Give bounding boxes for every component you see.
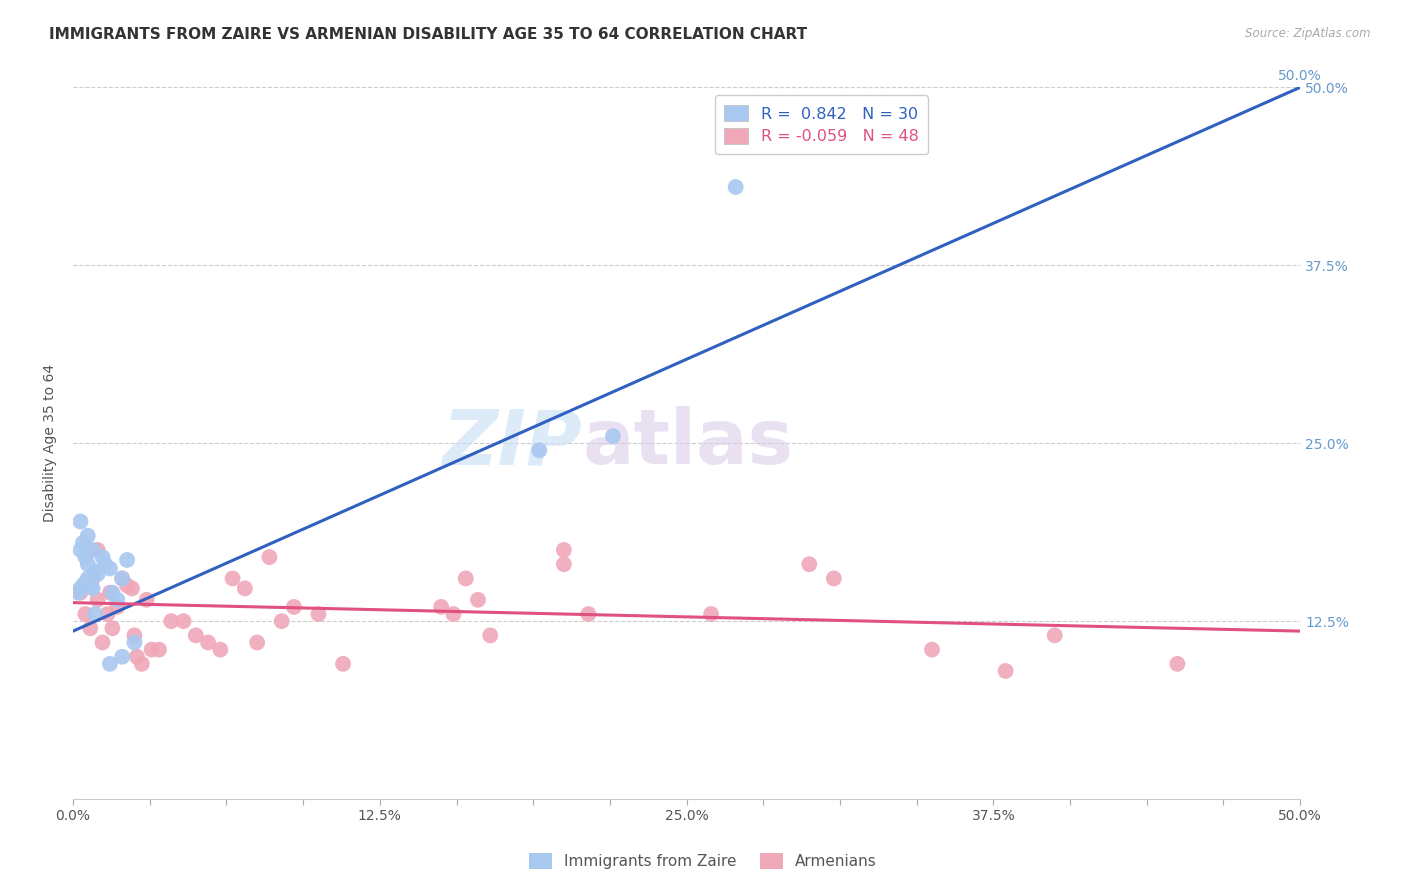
Point (602, 429, 624, 443)
Point (75, 607, 97, 621)
Point (197, 635, 219, 649)
Point (148, 642, 170, 657)
Point (259, 550, 281, 565)
Point (111, 649, 134, 664)
Point (124, 628, 146, 642)
Point (799, 558, 821, 572)
Point (283, 599, 305, 614)
Point (553, 558, 575, 572)
Point (69, 585, 91, 599)
Point (270, 614, 292, 628)
Point (82, 571, 104, 585)
Point (86, 592, 108, 607)
Point (86, 543, 108, 558)
Point (246, 635, 269, 649)
Point (173, 614, 195, 628)
Point (86, 567, 108, 582)
Point (82, 543, 104, 558)
Point (454, 571, 477, 585)
Point (98, 657, 121, 671)
Legend: Immigrants from Zaire, Armenians: Immigrants from Zaire, Armenians (523, 847, 883, 875)
Point (75, 550, 97, 565)
Point (221, 571, 243, 585)
Legend: R =  0.842   N = 30, R = -0.059   N = 48: R = 0.842 N = 30, R = -0.059 N = 48 (714, 95, 928, 154)
Point (105, 599, 128, 614)
Point (76, 558, 98, 572)
Point (209, 642, 232, 657)
Point (91, 635, 114, 649)
Point (135, 592, 157, 607)
Point (105, 592, 128, 607)
Point (69, 515, 91, 529)
Point (69, 543, 91, 558)
Point (724, 180, 747, 194)
Point (125, 649, 148, 664)
Point (308, 607, 330, 621)
Point (72, 536, 94, 550)
Point (700, 607, 723, 621)
Point (115, 553, 138, 567)
Point (111, 571, 134, 585)
Text: Source: ZipAtlas.com: Source: ZipAtlas.com (1246, 27, 1371, 40)
Point (553, 543, 575, 558)
Point (98, 585, 121, 599)
Point (467, 592, 489, 607)
Point (66, 585, 89, 599)
Point (184, 628, 207, 642)
Point (94, 558, 117, 572)
Point (994, 664, 1017, 678)
Point (921, 642, 943, 657)
Point (443, 607, 465, 621)
Point (79, 621, 101, 635)
Point (101, 585, 124, 599)
Point (332, 657, 354, 671)
Point (115, 578, 138, 592)
Point (101, 621, 124, 635)
Point (91, 550, 114, 565)
Point (479, 628, 502, 642)
Point (1043, 628, 1066, 642)
Point (76, 571, 98, 585)
Point (124, 635, 146, 649)
Text: ZIP: ZIP (443, 406, 582, 480)
Point (121, 582, 143, 596)
Point (96, 607, 118, 621)
Point (111, 571, 134, 585)
Point (79, 578, 101, 592)
Point (82, 582, 104, 596)
Point (529, 443, 551, 458)
Point (75, 575, 97, 590)
Point (84, 607, 107, 621)
Point (160, 614, 183, 628)
Y-axis label: Disability Age 35 to 64: Disability Age 35 to 64 (44, 364, 58, 523)
Text: IMMIGRANTS FROM ZAIRE VS ARMENIAN DISABILITY AGE 35 TO 64 CORRELATION CHART: IMMIGRANTS FROM ZAIRE VS ARMENIAN DISABI… (49, 27, 807, 42)
Point (1166, 657, 1188, 671)
Point (430, 599, 453, 614)
Point (69, 582, 91, 596)
Point (72, 578, 94, 592)
Point (131, 657, 153, 671)
Point (84, 564, 107, 578)
Point (141, 642, 163, 657)
Point (823, 571, 845, 585)
Text: atlas: atlas (582, 406, 793, 480)
Point (76, 529, 98, 543)
Point (233, 582, 256, 596)
Point (98, 561, 121, 575)
Point (578, 607, 600, 621)
